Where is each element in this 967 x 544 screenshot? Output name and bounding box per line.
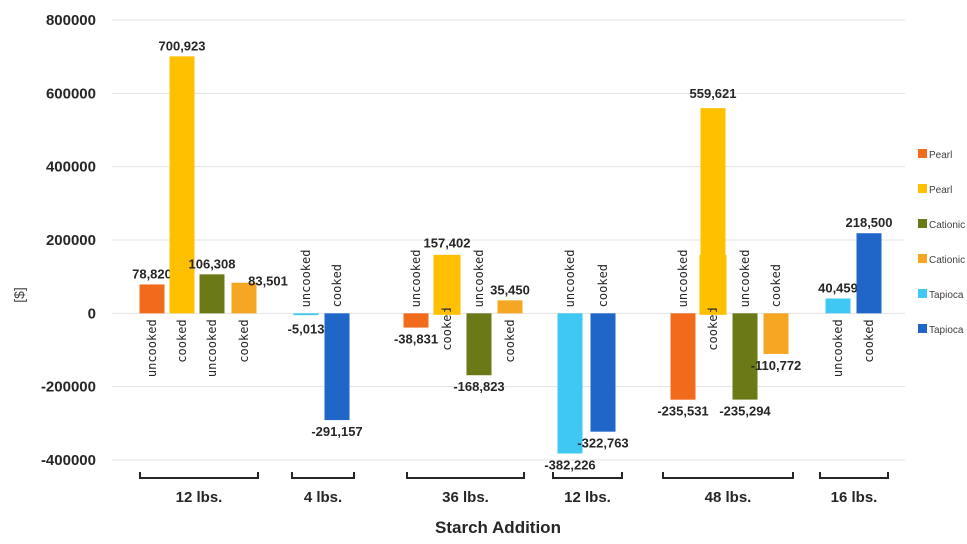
group-bracket [139, 472, 259, 479]
bar-cooking-label: cooked [503, 319, 517, 362]
group-label: 12 lbs. [564, 489, 611, 506]
bar-value-label: 40,459 [818, 280, 858, 295]
legend-label: Tapioca [929, 290, 964, 301]
bar-value-label: 78,820 [132, 266, 172, 281]
bar [324, 313, 350, 421]
bar [856, 233, 882, 314]
bar [670, 313, 696, 400]
legend-label: Cationic [929, 255, 965, 266]
y-tick-label: -200000 [41, 379, 96, 396]
bar-value-label: -110,772 [751, 358, 802, 373]
legend-label: Pearl [929, 185, 952, 196]
bars: 78,820 uncooked 700,923 cooked 106,308 uncook… [132, 38, 892, 472]
legend-swatch [918, 254, 927, 263]
highlight-box [699, 254, 727, 315]
bar-value-label: 559,621 [690, 86, 737, 101]
group-bracket [406, 472, 525, 479]
group-label: 48 lbs. [705, 489, 752, 506]
y-tick-label: 200000 [46, 232, 96, 249]
bar [590, 313, 616, 432]
group-bracket [662, 472, 794, 479]
bar-value-label: 157,402 [424, 236, 471, 251]
bar [169, 56, 195, 314]
bar-value-label: 700,923 [159, 38, 206, 53]
legend-swatch [918, 219, 927, 228]
group-bracket [819, 472, 889, 479]
bar-cooking-label: uncooked [299, 250, 313, 308]
y-tick-label: 400000 [46, 159, 96, 176]
bar [732, 313, 758, 400]
y-axis: -400000 -200000 0 200000 400000 600000 800000 [41, 12, 96, 469]
bar-cooking-label: uncooked [472, 250, 486, 308]
bar-value-label: 83,501 [248, 274, 288, 289]
bar [763, 313, 789, 354]
legend-label: Cationic [929, 220, 965, 231]
bar-value-label: -38,831 [394, 332, 438, 347]
bar-value-label: 106,308 [189, 256, 236, 271]
bar [139, 284, 165, 314]
bar [293, 313, 319, 316]
bar-cooking-label: cooked [440, 307, 454, 350]
bar-value-label: -235,531 [657, 404, 708, 419]
bar-cooking-label: cooked [330, 264, 344, 307]
bar-value-label: -5,013 [288, 321, 325, 336]
bar-value-label: -382,226 [544, 457, 595, 472]
bar-cooking-label: uncooked [676, 250, 690, 308]
bar [231, 282, 257, 314]
legend-swatch [918, 289, 927, 298]
legend-label: Pearl [929, 150, 952, 161]
y-tick-label: 0 [88, 305, 96, 322]
bar-cooking-label: uncooked [738, 250, 752, 308]
legend: Pearl Pearl Cationic Cationic Tapioca Tapioca [918, 149, 965, 336]
legend-swatch [918, 324, 927, 333]
group-label: 36 lbs. [442, 489, 489, 506]
y-tick-label: 600000 [46, 85, 96, 102]
bar-cooking-label: cooked [237, 319, 251, 362]
y-axis-title: [$] [11, 287, 27, 303]
bar-cooking-label: uncooked [563, 250, 577, 308]
bar-cooking-label: cooked [706, 307, 720, 350]
bar-cooking-label: uncooked [409, 250, 423, 308]
bar-value-label: 35,450 [490, 282, 530, 297]
bar-cooking-label: uncooked [205, 319, 219, 377]
group-label: 4 lbs. [304, 489, 342, 506]
y-tick-label: 800000 [46, 12, 96, 29]
gridlines [112, 19, 905, 461]
legend-label: Tapioca [929, 325, 964, 336]
bar-cooking-label: cooked [175, 319, 189, 362]
bar-value-label: -322,763 [577, 436, 628, 451]
group-label: 12 lbs. [176, 489, 223, 506]
bar [557, 313, 583, 454]
bar [403, 313, 429, 328]
y-tick-label: -400000 [41, 452, 96, 469]
bar-value-label: -235,294 [719, 404, 771, 419]
bar-value-label: -291,157 [311, 424, 362, 439]
legend-swatch [918, 149, 927, 158]
x-axis-title: Starch Addition [435, 518, 561, 537]
highlight-box [433, 254, 461, 315]
bar [199, 274, 225, 314]
bar [497, 300, 523, 314]
group-bracket [291, 472, 355, 479]
bar-cooking-label: uncooked [145, 319, 159, 377]
bar [700, 108, 726, 314]
group-brackets: 12 lbs. 4 lbs. 36 lbs. 12 lbs. 48 lbs. 16 lbs… [139, 472, 889, 506]
bar [825, 298, 851, 314]
bar-value-label: 218,500 [846, 215, 893, 230]
bar [434, 255, 460, 314]
legend-swatch [918, 184, 927, 193]
group-label: 16 lbs. [831, 489, 878, 506]
bar-cooking-label: uncooked [831, 319, 845, 377]
group-bracket [552, 472, 623, 479]
bar-cooking-label: cooked [596, 264, 610, 307]
bar-value-label: -168,823 [453, 379, 504, 394]
bar [466, 313, 492, 376]
bar-cooking-label: cooked [862, 319, 876, 362]
bar-cooking-label: cooked [769, 264, 783, 307]
